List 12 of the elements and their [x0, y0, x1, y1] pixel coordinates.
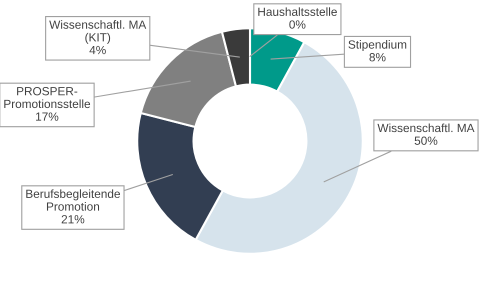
slice-label: PROSPER- Promotionsstelle: [4, 86, 90, 108]
slice-label: Wissenschaftl. MA: [377, 124, 474, 132]
slice-label: Berufsbegleitende Promotion: [26, 189, 120, 211]
data-label: 8%: [369, 53, 386, 62]
data-label: 4%: [89, 46, 106, 54]
data-label: 50%: [414, 136, 438, 145]
data-label: 21%: [62, 215, 84, 224]
slice-label: Wissenschaftl. MA (KIT): [49, 20, 146, 44]
category-label: Haushaltsstelle: [258, 7, 337, 16]
text: 0%: [289, 20, 306, 29]
slice-label: Stipendium: [348, 40, 406, 52]
data-label: 17%: [36, 112, 58, 121]
